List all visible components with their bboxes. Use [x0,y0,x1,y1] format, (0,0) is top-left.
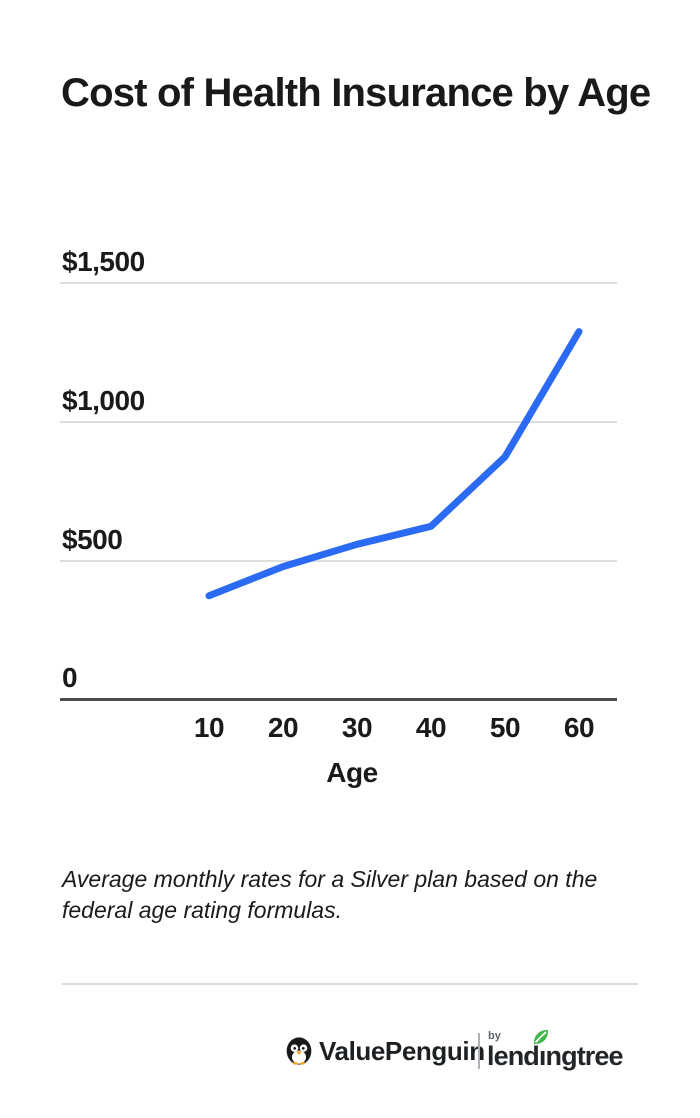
chart-title: Cost of Health Insurance by Age [61,71,651,115]
valuepenguin-label: ValuePenguin [319,1036,485,1066]
y-tick-label-500: $500 [62,524,123,555]
logo-divider [478,1033,480,1069]
footer-divider [62,983,638,985]
x-tick-label-30: 30 [341,712,373,743]
cost-line [205,328,583,600]
chart-caption: Average monthly rates for a Silver plan … [62,866,598,923]
lendingtree-label: lendıngtree [487,1029,624,1071]
gridline-1500 [60,282,617,284]
leaf-icon [533,1029,549,1045]
y-tick-label-1000: $1,000 [62,385,145,416]
brand-footer: ValuePenguin by lendıngtree [285,1029,624,1079]
x-tick-label-50: 50 [489,712,521,743]
x-axis-line [60,698,617,701]
y-tick-label-0: 0 [62,662,78,693]
x-tick-label-10: 10 [193,712,225,743]
x-axis-title: Age [326,757,378,788]
y-tick-label-1500: $1,500 [62,246,145,277]
lendingtree-text: lendıngtree [487,1041,624,1071]
gridline-500 [60,560,617,562]
x-tick-label-40: 40 [415,712,447,743]
x-tick-label-60: 60 [563,712,595,743]
gridline-1000 [60,421,617,423]
penguin-logo-icon [286,1037,312,1065]
x-tick-label-20: 20 [267,712,299,743]
by-label: by [488,1030,501,1042]
